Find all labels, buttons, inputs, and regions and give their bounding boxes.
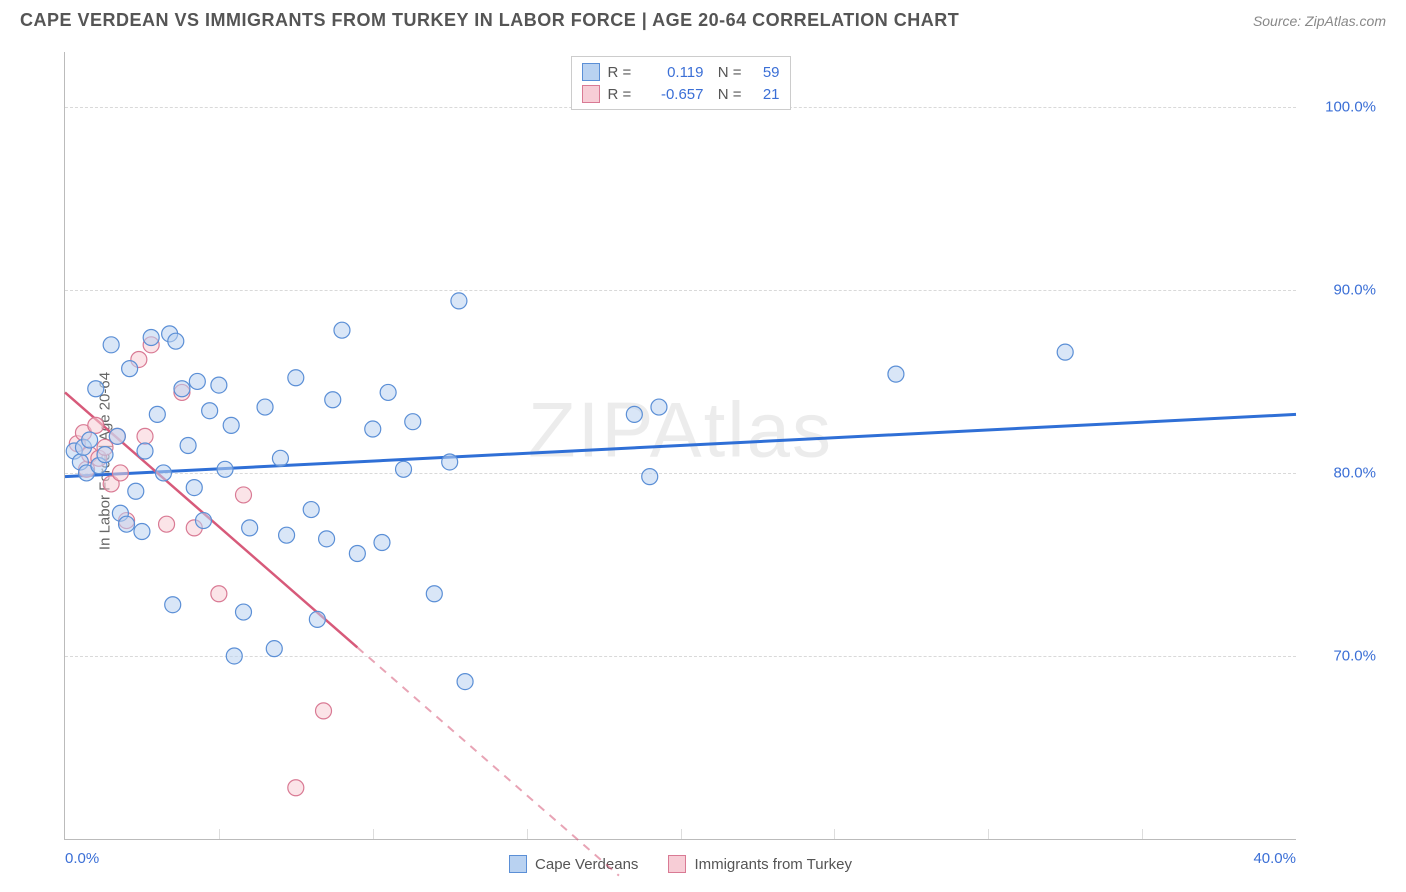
data-point: [380, 384, 396, 400]
data-point: [119, 516, 135, 532]
data-point: [137, 443, 153, 459]
series-legend: Cape Verdeans Immigrants from Turkey: [65, 855, 1296, 873]
data-point: [888, 366, 904, 382]
trend-line: [65, 414, 1296, 476]
trend-line-dashed: [357, 647, 619, 875]
data-point: [365, 421, 381, 437]
r-label: R =: [608, 86, 636, 103]
data-point: [288, 780, 304, 796]
swatch-icon: [582, 85, 600, 103]
data-point: [103, 337, 119, 353]
data-point: [226, 648, 242, 664]
data-point: [134, 524, 150, 540]
data-point: [202, 403, 218, 419]
y-tick-label: 80.0%: [1304, 464, 1376, 481]
data-point: [88, 381, 104, 397]
data-point: [165, 597, 181, 613]
legend-label: Cape Verdeans: [535, 856, 638, 873]
legend-item: Cape Verdeans: [509, 855, 638, 873]
data-point: [128, 483, 144, 499]
data-point: [155, 465, 171, 481]
data-point: [1057, 344, 1073, 360]
data-point: [174, 381, 190, 397]
data-point: [442, 454, 458, 470]
source-attribution: Source: ZipAtlas.com: [1253, 13, 1386, 29]
data-point: [642, 469, 658, 485]
legend-row: R = 0.119 N = 59: [582, 61, 780, 83]
data-point: [405, 414, 421, 430]
data-point: [426, 586, 442, 602]
x-tick-label: 40.0%: [1253, 850, 1296, 867]
data-point: [334, 322, 350, 338]
n-label: N =: [712, 64, 742, 81]
data-point: [217, 461, 233, 477]
data-point: [242, 520, 258, 536]
data-point: [109, 428, 125, 444]
data-point: [349, 545, 365, 561]
data-point: [168, 333, 184, 349]
data-point: [451, 293, 467, 309]
data-point: [186, 480, 202, 496]
n-value: 21: [750, 86, 780, 103]
data-point: [159, 516, 175, 532]
r-value: 0.119: [644, 64, 704, 81]
data-point: [288, 370, 304, 386]
data-point: [257, 399, 273, 415]
data-point: [88, 417, 104, 433]
data-point: [82, 432, 98, 448]
n-value: 59: [750, 64, 780, 81]
data-point: [316, 703, 332, 719]
data-point: [137, 428, 153, 444]
data-point: [97, 447, 113, 463]
data-point: [457, 674, 473, 690]
legend-label: Immigrants from Turkey: [694, 856, 852, 873]
legend-item: Immigrants from Turkey: [668, 855, 852, 873]
correlation-legend: R = 0.119 N = 59 R = -0.657 N = 21: [571, 56, 791, 110]
y-tick-label: 70.0%: [1304, 647, 1376, 664]
data-point: [211, 377, 227, 393]
data-point: [272, 450, 288, 466]
r-label: R =: [608, 64, 636, 81]
plot-area: ZIPAtlas R = 0.119 N = 59 R = -0.657 N =…: [64, 52, 1296, 840]
data-point: [266, 641, 282, 657]
data-point: [309, 611, 325, 627]
data-point: [189, 373, 205, 389]
chart-title: CAPE VERDEAN VS IMMIGRANTS FROM TURKEY I…: [20, 10, 959, 31]
data-point: [319, 531, 335, 547]
x-tick-label: 0.0%: [65, 850, 99, 867]
r-value: -0.657: [644, 86, 704, 103]
data-point: [223, 417, 239, 433]
data-point: [325, 392, 341, 408]
data-point: [303, 502, 319, 518]
data-point: [211, 586, 227, 602]
swatch-icon: [509, 855, 527, 873]
data-point: [279, 527, 295, 543]
data-point: [112, 465, 128, 481]
data-point: [651, 399, 667, 415]
legend-row: R = -0.657 N = 21: [582, 83, 780, 105]
data-point: [122, 361, 138, 377]
n-label: N =: [712, 86, 742, 103]
data-point: [149, 406, 165, 422]
data-point: [195, 513, 211, 529]
swatch-icon: [582, 63, 600, 81]
data-point: [143, 330, 159, 346]
y-tick-label: 100.0%: [1304, 98, 1376, 115]
data-point: [235, 604, 251, 620]
swatch-icon: [668, 855, 686, 873]
data-point: [374, 535, 390, 551]
data-point: [396, 461, 412, 477]
data-point: [626, 406, 642, 422]
chart-container: In Labor Force | Age 20-64 ZIPAtlas R = …: [20, 42, 1386, 880]
scatter-svg: [65, 52, 1296, 839]
y-tick-label: 90.0%: [1304, 281, 1376, 298]
data-point: [180, 438, 196, 454]
data-point: [235, 487, 251, 503]
